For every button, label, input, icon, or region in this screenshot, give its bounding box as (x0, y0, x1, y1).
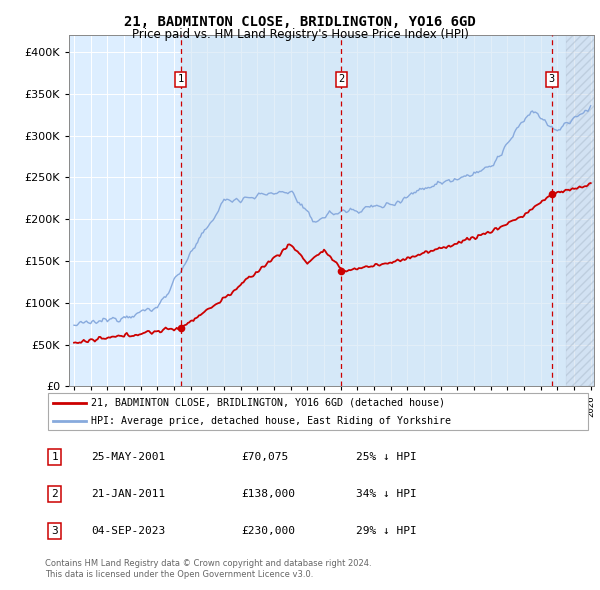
Text: 1: 1 (178, 74, 184, 84)
Text: This data is licensed under the Open Government Licence v3.0.: This data is licensed under the Open Gov… (45, 570, 313, 579)
Text: £230,000: £230,000 (242, 526, 296, 536)
Text: 3: 3 (549, 74, 555, 84)
Bar (566, 35, 596, 386)
Text: 29% ↓ HPI: 29% ↓ HPI (356, 526, 417, 536)
Text: Contains HM Land Registry data © Crown copyright and database right 2024.: Contains HM Land Registry data © Crown c… (45, 559, 371, 568)
FancyBboxPatch shape (48, 394, 588, 430)
Text: 04-SEP-2023: 04-SEP-2023 (91, 526, 166, 536)
Text: £70,075: £70,075 (242, 453, 289, 463)
Bar (181, 35, 566, 386)
Text: HPI: Average price, detached house, East Riding of Yorkshire: HPI: Average price, detached house, East… (91, 416, 451, 426)
Text: £138,000: £138,000 (242, 489, 296, 499)
Text: 21-JAN-2011: 21-JAN-2011 (91, 489, 166, 499)
Text: 34% ↓ HPI: 34% ↓ HPI (356, 489, 417, 499)
Text: 2: 2 (52, 489, 58, 499)
Text: 21, BADMINTON CLOSE, BRIDLINGTON, YO16 6GD: 21, BADMINTON CLOSE, BRIDLINGTON, YO16 6… (124, 15, 476, 30)
Text: 21, BADMINTON CLOSE, BRIDLINGTON, YO16 6GD (detached house): 21, BADMINTON CLOSE, BRIDLINGTON, YO16 6… (91, 398, 445, 408)
Text: 2: 2 (338, 74, 344, 84)
Text: 25% ↓ HPI: 25% ↓ HPI (356, 453, 417, 463)
Text: 1: 1 (52, 453, 58, 463)
Text: Price paid vs. HM Land Registry's House Price Index (HPI): Price paid vs. HM Land Registry's House … (131, 28, 469, 41)
Text: 3: 3 (52, 526, 58, 536)
Text: 25-MAY-2001: 25-MAY-2001 (91, 453, 166, 463)
